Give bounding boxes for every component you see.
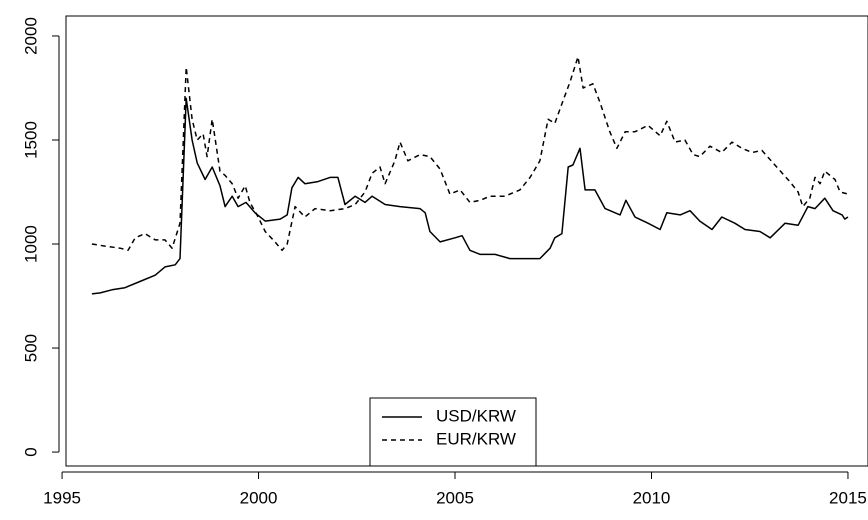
- legend-label: EUR/KRW: [436, 429, 516, 448]
- legend-box: [369, 397, 537, 467]
- y-tick-label: 0: [21, 447, 40, 456]
- x-tick-label: 2015: [829, 488, 867, 507]
- series-line: [91, 56, 849, 252]
- x-tick-label: 2005: [436, 488, 474, 507]
- y-tick-label: 500: [21, 334, 40, 362]
- y-tick-label: 1000: [21, 225, 40, 263]
- series-line: [91, 97, 849, 295]
- x-tick-label: 2000: [240, 488, 278, 507]
- x-tick-label: 1995: [43, 488, 81, 507]
- legend: USD/KRW EUR/KRW: [369, 397, 537, 467]
- y-tick-label: 1500: [21, 121, 40, 159]
- x-tick-label: 2010: [633, 488, 671, 507]
- y-tick-label: 2000: [21, 17, 40, 55]
- legend-label: USD/KRW: [436, 406, 516, 425]
